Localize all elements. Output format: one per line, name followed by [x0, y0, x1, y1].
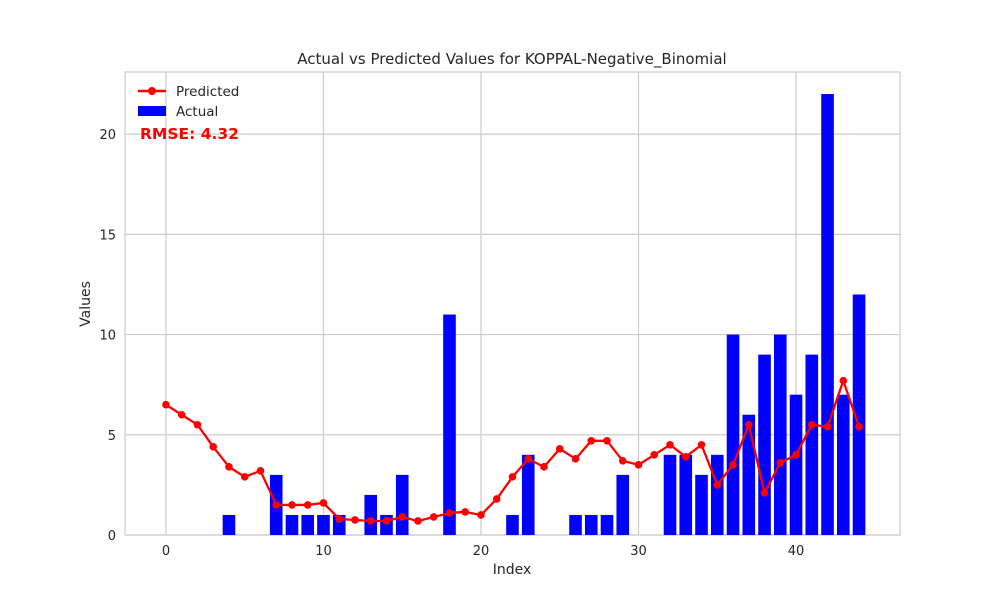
predicted-point [177, 410, 186, 419]
x-tick-label: 0 [162, 544, 170, 559]
predicted-point [429, 513, 438, 521]
actual-bar [805, 354, 819, 535]
predicted-point [697, 441, 706, 449]
predicted-point [776, 459, 785, 467]
predicted-point [713, 481, 722, 489]
predicted-point [729, 461, 737, 469]
actual-bar [710, 454, 724, 535]
actual-bar [301, 514, 315, 535]
actual-bar [616, 474, 630, 535]
legend-actual-label: Actual [176, 104, 218, 120]
x-tick-label: 30 [630, 544, 647, 559]
predicted-point [256, 467, 265, 475]
predicted-point [398, 513, 407, 521]
predicted-point [634, 461, 643, 469]
predicted-point [555, 445, 564, 453]
predicted-point [650, 451, 659, 459]
predicted-point [587, 436, 596, 445]
y-axis-label: Values [78, 281, 94, 327]
predicted-point [335, 515, 344, 523]
predicted-point [240, 473, 249, 481]
x-tick-label: 20 [473, 544, 490, 559]
predicted-point [288, 501, 296, 509]
predicted-point [477, 511, 485, 519]
predicted-point [571, 455, 580, 463]
predicted-point [855, 422, 863, 431]
y-tick-label: 5 [108, 429, 116, 444]
legend-predicted-label: Predicted [176, 84, 239, 100]
legend-actual-swatch [138, 106, 166, 116]
actual-bar [663, 454, 677, 535]
x-tick-label: 10 [315, 544, 332, 559]
predicted-point [366, 517, 375, 525]
x-tick-label: 40 [788, 544, 805, 559]
predicted-point [209, 443, 218, 451]
y-tick-label: 10 [99, 329, 116, 344]
actual-bar [821, 94, 834, 536]
predicted-point [823, 422, 832, 431]
legend-predicted-marker [148, 87, 156, 95]
actual-bar [317, 514, 330, 535]
x-tick-labels: 0 10 20 30 40 [162, 544, 804, 559]
predicted-point [162, 400, 170, 409]
predicted-point [225, 463, 233, 471]
predicted-point [303, 501, 312, 509]
y-tick-labels: 0 5 10 15 20 [99, 128, 116, 544]
predicted-point [807, 420, 816, 429]
predicted-point [603, 436, 611, 445]
predicted-point [744, 420, 753, 429]
predicted-point [540, 463, 548, 471]
x-axis-label: Index [493, 562, 532, 578]
actual-bar [726, 334, 740, 535]
predicted-point [618, 457, 627, 465]
actual-bar [443, 314, 456, 535]
actual-bar [679, 454, 693, 535]
actual-bar [695, 474, 708, 535]
predicted-point [193, 420, 202, 429]
predicted-point [492, 495, 501, 503]
actual-bars [222, 94, 866, 536]
predicted-point [760, 489, 769, 497]
predicted-point [461, 508, 470, 516]
actual-bar [584, 514, 598, 535]
predicted-point [792, 451, 800, 459]
predicted-point [445, 509, 454, 517]
actual-bar [742, 414, 756, 535]
y-tick-label: 20 [99, 128, 116, 143]
actual-bar [600, 514, 614, 535]
predicted-point [351, 516, 359, 524]
rmse-annotation: RMSE: 4.32 [140, 125, 239, 143]
actual-bar [395, 474, 409, 535]
predicted-point [839, 376, 848, 385]
y-tick-label: 0 [108, 529, 116, 544]
predicted-point [681, 453, 690, 461]
actual-bar [569, 514, 582, 535]
predicted-point [319, 499, 328, 507]
y-tick-label: 15 [99, 228, 116, 243]
predicted-point [272, 501, 281, 509]
actual-bar [222, 514, 236, 535]
predicted-point [382, 517, 391, 525]
actual-bar [521, 454, 535, 535]
actual-bar [285, 514, 299, 535]
legend: Predicted Actual [138, 84, 239, 120]
predicted-line-group [162, 376, 863, 525]
actual-bar [773, 334, 787, 535]
predicted-point [414, 517, 422, 525]
actual-bar [364, 494, 378, 535]
predicted-point [524, 455, 533, 463]
predicted-point [666, 441, 674, 449]
actual-bar [836, 394, 850, 535]
predicted-point [508, 473, 517, 481]
actual-bar [852, 294, 866, 535]
actual-bar [789, 394, 803, 535]
actual-bar [506, 514, 519, 535]
chart-title: Actual vs Predicted Values for KOPPAL-Ne… [297, 50, 726, 69]
actual-bar [758, 354, 771, 535]
